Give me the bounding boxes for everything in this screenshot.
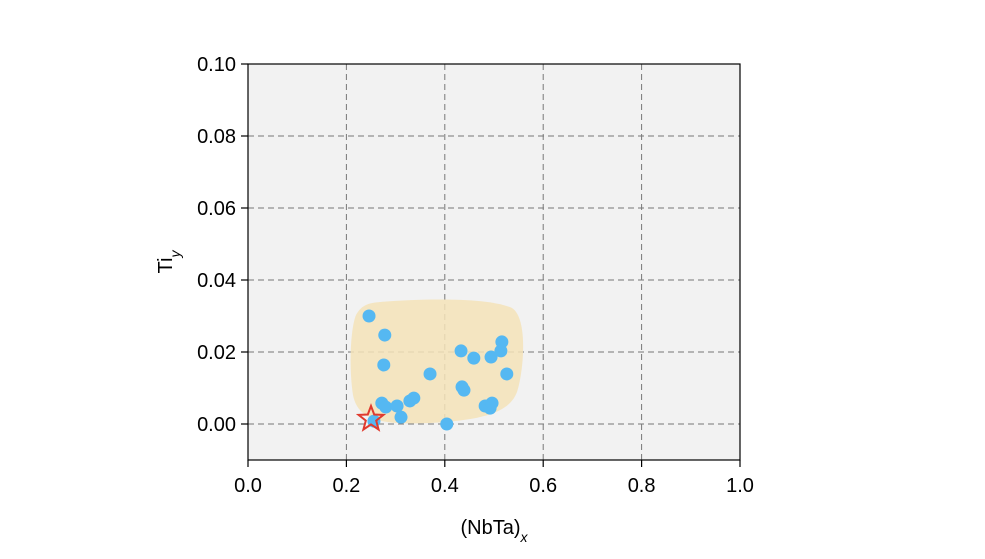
point — [394, 410, 408, 424]
y-tick-label: 0.08 — [197, 126, 236, 148]
plot-frame — [247, 63, 741, 461]
shaded-region — [350, 299, 524, 424]
y-axis-title: Tiy — [155, 250, 183, 274]
point — [440, 417, 454, 431]
x-tick-label: 0.6 — [529, 475, 557, 497]
point — [407, 391, 421, 405]
point — [423, 367, 437, 381]
point — [494, 344, 508, 358]
point — [362, 309, 376, 323]
y-axis-title-main: Ti — [155, 258, 177, 274]
point — [467, 351, 481, 365]
x-axis-title-sub: x — [520, 529, 529, 545]
star-point — [355, 403, 387, 432]
point — [378, 328, 392, 342]
point — [484, 350, 498, 364]
point — [457, 383, 471, 397]
y-tick-label: 0.04 — [197, 270, 236, 292]
y-axis-title-sub: y — [167, 250, 183, 259]
marks — [355, 309, 514, 432]
x-tick-label: 0.2 — [332, 475, 360, 497]
x-tick-label: 1.0 — [726, 475, 754, 497]
x-axis-title: (NbTa)x — [460, 517, 528, 545]
x-tick-label: 0.4 — [431, 475, 459, 497]
point — [500, 367, 514, 381]
x-tick-label: 0.0 — [234, 475, 262, 497]
point — [379, 400, 393, 414]
y-tick-label: 0.10 — [197, 54, 236, 76]
x-axis-title-main: (NbTa) — [460, 517, 520, 539]
y-tick-label: 0.06 — [197, 198, 236, 220]
x-tick-label: 0.8 — [628, 475, 656, 497]
y-tick-label: 0.02 — [197, 342, 236, 364]
point — [454, 344, 468, 358]
point — [390, 399, 404, 413]
point — [377, 358, 391, 372]
point — [485, 396, 499, 410]
y-tick-label: 0.00 — [197, 414, 236, 436]
